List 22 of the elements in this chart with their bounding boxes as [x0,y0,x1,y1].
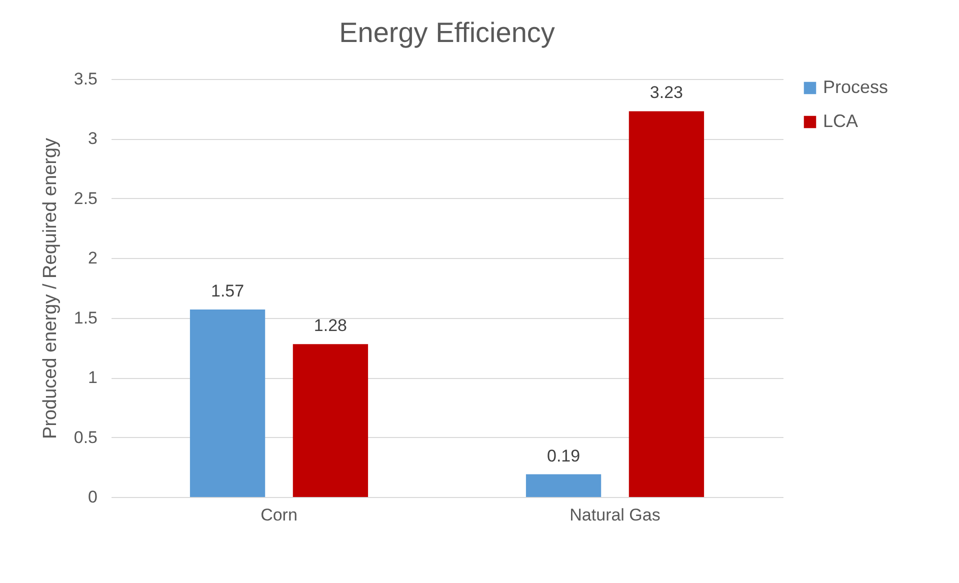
data-label: 0.19 [546,446,580,466]
data-label: 1.28 [314,316,348,336]
y-tick-label: 1.5 [74,308,98,328]
bar [628,111,704,497]
y-tick-label: 2 [88,248,98,268]
chart-title: Energy Efficiency [339,17,555,48]
bar [526,474,602,497]
x-tick-label: Corn [260,506,298,524]
y-axis-title: Produced energy / Required energy [40,137,61,440]
y-tick-label: 0 [88,488,98,506]
y-tick-label: 3.5 [74,70,98,88]
data-label: 1.57 [210,281,244,300]
legend-label: Process [823,77,888,97]
y-tick-label: 2.5 [74,188,98,208]
y-tick-label: 0.5 [74,428,98,447]
data-label: 3.23 [650,83,684,102]
bar [190,309,266,497]
y-tick-label: 3 [88,129,98,148]
y-tick-label: 1 [88,368,98,388]
legend-label: LCA [823,111,858,131]
x-tick-label: Natural Gas [570,506,660,524]
bar [292,344,368,497]
